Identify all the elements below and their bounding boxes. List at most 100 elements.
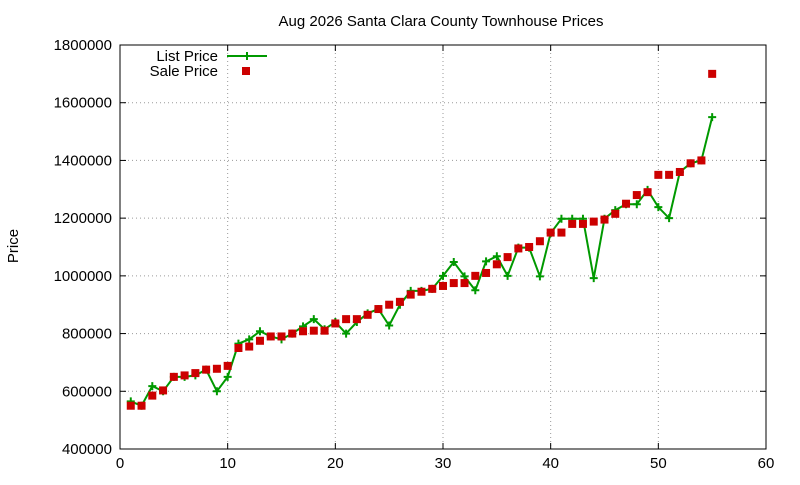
- list-price-point: [385, 321, 394, 330]
- sale-price-point: [611, 209, 620, 218]
- list-price-point: [148, 382, 157, 391]
- sale-price-point: [514, 244, 523, 253]
- chart-title: Aug 2026 Santa Clara County Townhouse Pr…: [279, 13, 604, 30]
- list-price-point: [439, 271, 447, 280]
- sale-price-point: [320, 326, 329, 335]
- sale-price-point: [675, 167, 684, 176]
- sale-price-point: [622, 199, 631, 208]
- list-price-point: [309, 315, 318, 324]
- sale-price-point: [406, 290, 415, 299]
- x-tick-label: 10: [219, 455, 236, 472]
- sale-price-point: [665, 170, 674, 179]
- sale-price-point: [277, 332, 286, 341]
- legend-label-list-price: List Price: [156, 48, 218, 65]
- list-price-point: [245, 335, 254, 344]
- sale-price-point: [503, 253, 512, 262]
- sale-price-point: [525, 243, 534, 251]
- list-price-point: [708, 113, 717, 122]
- sale-price-point: [169, 372, 178, 381]
- sale-price-point: [331, 319, 340, 328]
- x-tick-label: 40: [542, 455, 559, 472]
- sale-price-point: [654, 170, 663, 179]
- sale-price-point: [342, 315, 351, 324]
- sale-price-point: [686, 159, 695, 168]
- sale-price-point: [546, 228, 555, 237]
- sale-price-point: [180, 371, 189, 380]
- legend-sample-list-price-marker: [243, 52, 251, 60]
- sale-price-point: [309, 326, 318, 335]
- sale-price-point: [535, 237, 544, 246]
- legend-sample-sale-price-marker: [242, 67, 250, 75]
- sale-price-point: [288, 329, 297, 338]
- sale-price-point: [223, 361, 232, 370]
- sale-price-point: [137, 401, 146, 410]
- list-price-point: [492, 252, 501, 261]
- sale-price-point: [708, 69, 717, 78]
- sale-price-point: [299, 327, 308, 336]
- x-tick-label: 50: [650, 455, 667, 472]
- sale-price-point: [417, 287, 426, 296]
- sale-price-point: [449, 279, 458, 288]
- list-price-point: [503, 271, 512, 280]
- y-tick-label: 1400000: [54, 152, 112, 169]
- ticks-layer: 400000 600000 800000 1000000 1200000 1400000 1…: [54, 37, 775, 472]
- sale-price-point: [245, 342, 254, 351]
- grid-layer: [120, 45, 766, 449]
- list-price-point: [654, 203, 663, 212]
- list-price-point: [212, 387, 221, 396]
- sale-price-point: [578, 219, 587, 228]
- sale-price-point: [385, 300, 394, 309]
- list-price-point: [342, 329, 351, 338]
- sale-price-point: [374, 305, 383, 314]
- x-tick-label: 30: [435, 455, 452, 472]
- x-tick-label: 0: [116, 455, 124, 472]
- list-price-point: [665, 214, 674, 223]
- sale-price-point: [471, 271, 480, 280]
- list-price-point: [471, 286, 480, 295]
- list-price-point: [632, 200, 641, 209]
- legend: List Price Sale Price: [150, 48, 267, 80]
- y-tick-label: 800000: [62, 326, 112, 343]
- sale-price-point: [589, 217, 598, 226]
- sale-price-point: [568, 219, 577, 228]
- y-axis-label: Price: [5, 229, 22, 263]
- list-price-point: [557, 214, 566, 223]
- sale-price-point: [600, 215, 609, 224]
- series-layer: [126, 69, 717, 410]
- sale-price-point: [428, 284, 437, 293]
- sale-price-point: [482, 268, 491, 277]
- sale-price-point: [395, 297, 404, 306]
- y-tick-label: 400000: [62, 441, 112, 458]
- list-price-point: [535, 272, 544, 281]
- y-tick-label: 600000: [62, 383, 112, 400]
- sale-price-point: [557, 228, 566, 237]
- x-tick-label: 60: [758, 455, 775, 472]
- sale-price-point: [643, 188, 652, 197]
- sale-price-point: [439, 281, 447, 290]
- y-tick-label: 1200000: [54, 210, 112, 227]
- sale-price-point: [492, 260, 501, 269]
- list-price-point: [255, 327, 264, 336]
- sale-price-point: [363, 310, 372, 319]
- sale-price-point: [234, 344, 243, 352]
- y-tick-label: 1000000: [54, 268, 112, 285]
- sale-price-point: [148, 391, 157, 400]
- sale-price-point: [202, 365, 211, 374]
- sale-price-point: [460, 279, 469, 288]
- sale-price-point: [212, 364, 221, 373]
- y-tick-label: 1600000: [54, 95, 112, 112]
- x-tick-label: 20: [327, 455, 344, 472]
- sale-price-point: [697, 156, 706, 165]
- sale-price-point: [126, 401, 135, 410]
- y-tick-label: 1800000: [54, 37, 112, 54]
- sale-price-point: [255, 336, 264, 345]
- sale-price-point: [352, 315, 361, 324]
- list-price-point: [482, 257, 491, 266]
- sale-price-point: [632, 191, 641, 200]
- legend-label-sale-price: Sale Price: [150, 63, 218, 80]
- list-price-point: [223, 372, 232, 381]
- list-price-point: [589, 274, 598, 283]
- sale-price-point: [191, 369, 200, 378]
